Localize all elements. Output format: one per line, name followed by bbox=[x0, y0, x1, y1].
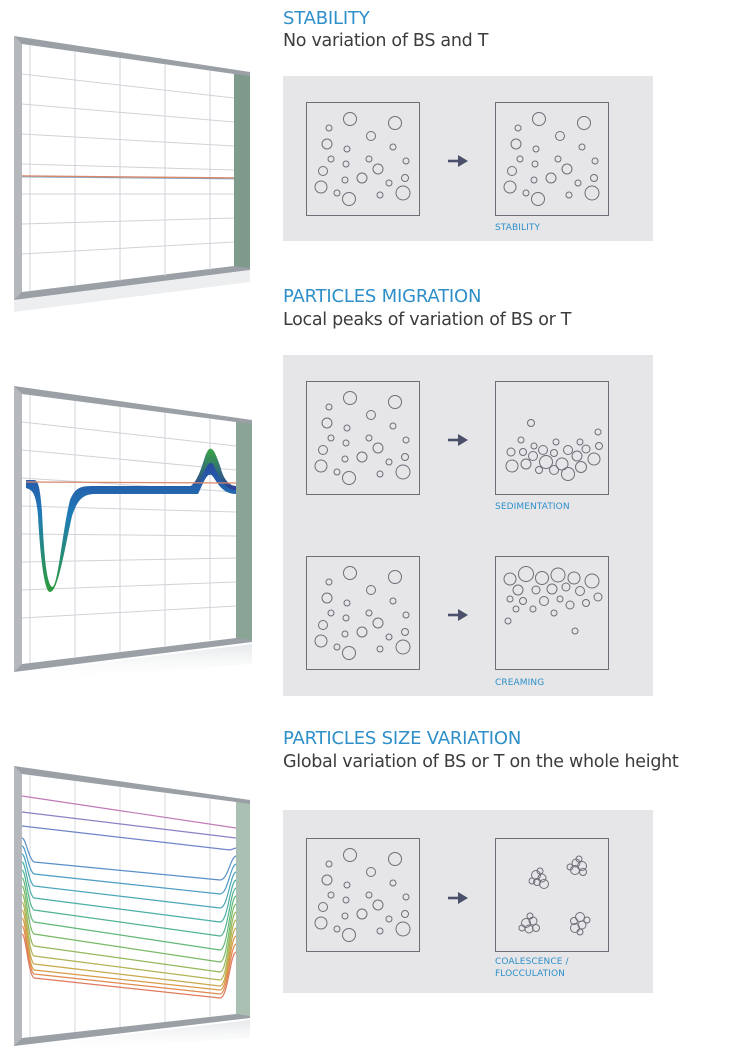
random-dispersion-particles bbox=[314, 391, 411, 485]
caption-flocculation: FLOCCULATION bbox=[495, 969, 565, 979]
section-subtitle-migration: Local peaks of variation of BS or T bbox=[283, 310, 572, 330]
migration-profile-chart bbox=[0, 382, 262, 682]
size-variation-diagram-panel: COALESCENCE / FLOCCULATION bbox=[283, 810, 653, 993]
flat-profile-graph bbox=[14, 36, 250, 315]
peak-profile-graph bbox=[14, 386, 252, 682]
section-title-stability: STABILITY bbox=[283, 8, 370, 29]
random-dispersion-particles bbox=[314, 112, 411, 206]
coalescence-flocculation-box bbox=[495, 838, 609, 952]
stability-diagram-panel: STABILITY bbox=[283, 76, 653, 241]
settled-bottom-particles bbox=[505, 419, 603, 481]
caption-stability: STABILITY bbox=[495, 223, 541, 233]
right-arrow-icon bbox=[448, 434, 468, 446]
random-dispersion-particles bbox=[314, 848, 411, 942]
risen-top-particles bbox=[503, 566, 603, 635]
section-title-size-variation: PARTICLES SIZE VARIATION bbox=[283, 728, 522, 749]
global-shift-profile-graph bbox=[14, 766, 250, 1053]
right-arrow-icon bbox=[448, 609, 468, 621]
section-title-migration: PARTICLES MIGRATION bbox=[283, 286, 482, 307]
right-arrow-icon bbox=[448, 155, 468, 167]
random-dispersion-particles bbox=[314, 566, 411, 660]
caption-coalescence: COALESCENCE / bbox=[495, 957, 569, 967]
initial-dispersion-box bbox=[306, 102, 420, 216]
clustered-particles bbox=[518, 855, 591, 936]
migration-diagram-panel: SEDIMENTATION CREAMING bbox=[283, 355, 653, 696]
caption-creaming: CREAMING bbox=[495, 678, 545, 688]
result-stability-box bbox=[495, 102, 609, 216]
section-subtitle-stability: No variation of BS and T bbox=[283, 31, 489, 51]
initial-dispersion-box bbox=[306, 381, 420, 495]
stability-profile-chart bbox=[0, 30, 262, 315]
initial-dispersion-box bbox=[306, 838, 420, 952]
caption-sedimentation: SEDIMENTATION bbox=[495, 502, 570, 512]
size-variation-profile-chart bbox=[0, 762, 262, 1053]
initial-dispersion-box-2 bbox=[306, 556, 420, 670]
section-subtitle-size-variation: Global variation of BS or T on the whole… bbox=[283, 752, 679, 772]
sedimentation-box bbox=[495, 381, 609, 495]
right-arrow-icon bbox=[448, 892, 468, 904]
creaming-box bbox=[495, 556, 609, 670]
random-dispersion-particles bbox=[503, 112, 600, 206]
